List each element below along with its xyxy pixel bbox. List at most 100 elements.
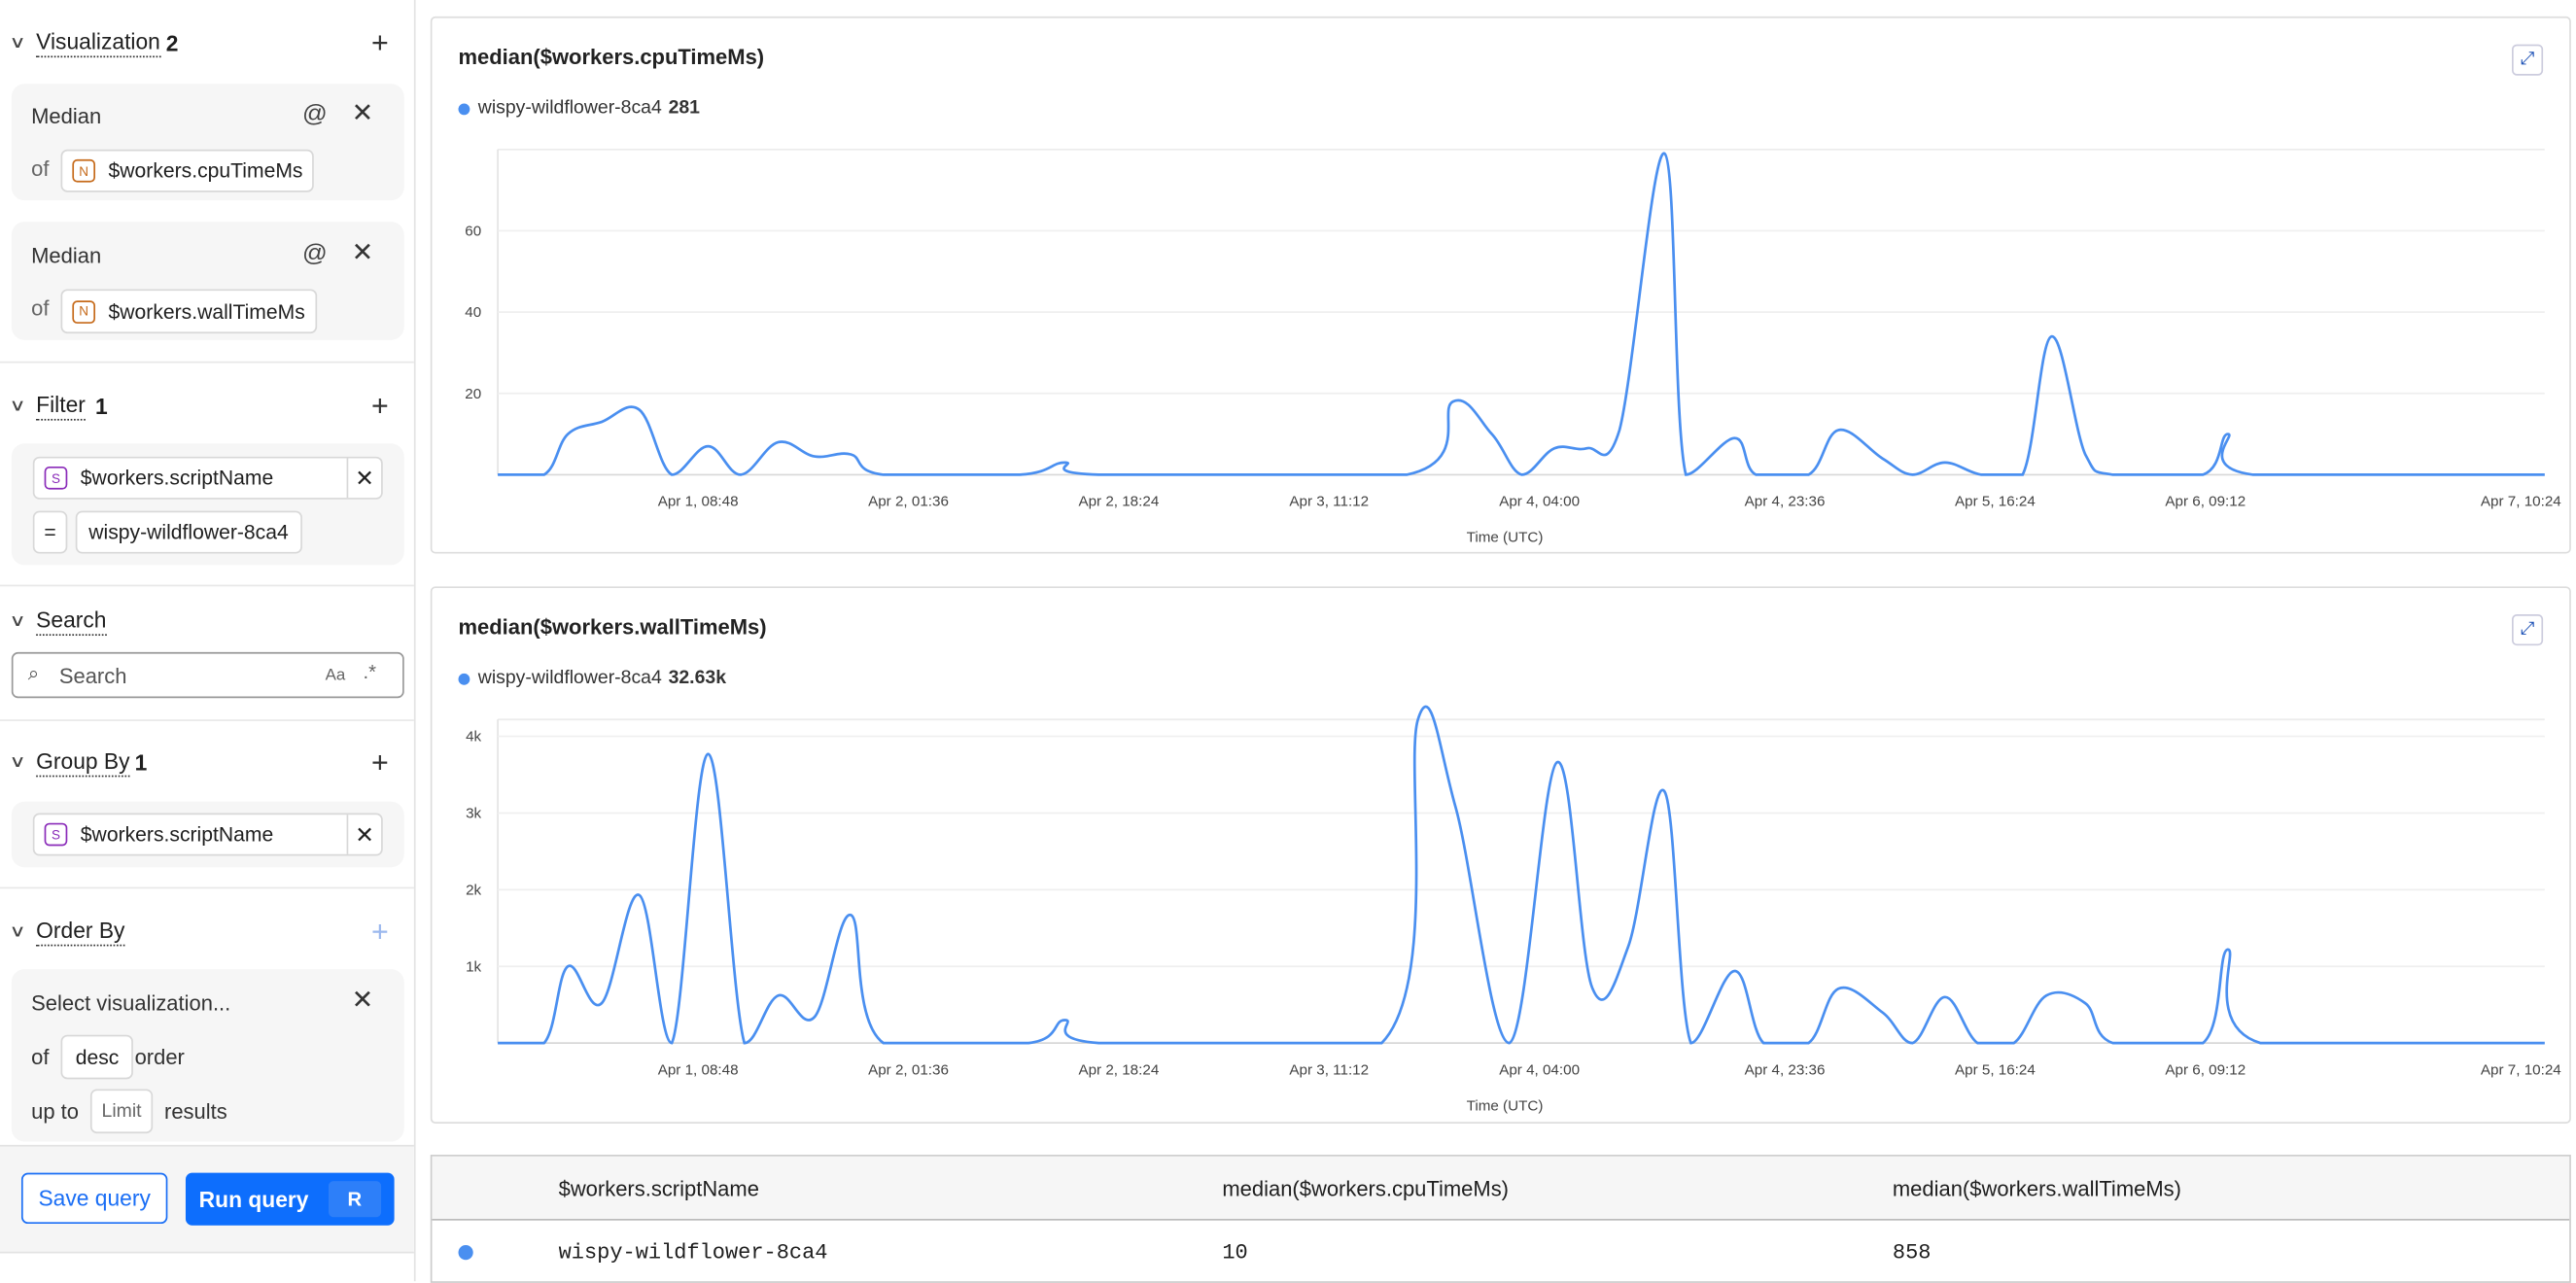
x-axis-label: Time (UTC) [1467, 530, 1544, 546]
add-order-by-button[interactable]: + [370, 915, 389, 949]
x-tick-label: Apr 6, 09:12 [2165, 494, 2245, 510]
up-to-label: up to [31, 1098, 79, 1124]
add-visualization-button[interactable]: + [370, 26, 389, 59]
x-axis-label: Time (UTC) [1467, 1097, 1544, 1114]
legend-total: 32.63k [668, 668, 727, 689]
aggregate-function[interactable]: Median [31, 243, 102, 268]
x-tick-label: Apr 5, 16:24 [1955, 1061, 2036, 1078]
order-label: order [134, 1044, 185, 1070]
section-title: Filter [36, 392, 86, 420]
remove-group-by-icon[interactable]: ✕ [346, 815, 381, 854]
alias-icon[interactable]: @ [301, 100, 328, 128]
script-name-cell: wispy-wildflower-8ca4 [558, 1239, 828, 1265]
section-title: Order By [36, 918, 125, 946]
filter-field-selector[interactable]: S $workers.scriptName ✕ [32, 456, 383, 500]
save-query-button[interactable]: Save query [20, 1172, 168, 1225]
operator-selector[interactable]: = [32, 510, 68, 554]
x-tick-label: Apr 1, 08:48 [658, 494, 739, 510]
field-selector[interactable]: N $workers.cpuTimeMs [60, 149, 315, 192]
field-name: $workers.scriptName [80, 822, 274, 847]
field-name: $workers.wallTimeMs [108, 299, 305, 324]
y-tick-label: 2k [466, 882, 481, 898]
wall-time-cell: 858 [1892, 1239, 1932, 1265]
divider [0, 886, 414, 889]
x-tick-label: Apr 6, 09:12 [2165, 1061, 2245, 1078]
remove-filter-icon[interactable]: ✕ [346, 458, 381, 499]
field-name: $workers.cpuTimeMs [108, 158, 303, 183]
cpu-time-chart-card: median($workers.cpuTimeMs) wispy-wildflo… [430, 16, 2571, 554]
add-filter-button[interactable]: + [370, 389, 389, 423]
search-section-header[interactable]: ∨ Search [0, 603, 414, 639]
chart-title: median($workers.cpuTimeMs) [458, 44, 765, 69]
column-header[interactable]: median($workers.cpuTimeMs) [1222, 1175, 1510, 1200]
wall-time-chart-card: median($workers.wallTimeMs) wispy-wildfl… [430, 586, 2571, 1124]
chevron-down-icon[interactable]: ∨ [9, 752, 26, 772]
divider [0, 361, 414, 364]
group-by-section-header[interactable]: ∨ Group By 1 + [0, 745, 414, 780]
limit-input[interactable]: Limit [89, 1089, 154, 1134]
chevron-down-icon[interactable]: ∨ [9, 33, 26, 52]
alias-icon[interactable]: @ [301, 239, 328, 268]
divider [0, 719, 414, 721]
filter-section-header[interactable]: ∨ Filter 1 + [0, 388, 414, 424]
x-tick-label: Apr 4, 23:36 [1745, 1061, 1826, 1078]
query-builder-sidebar: ∨ Visualization 2 + Median @ ✕ of N $wor… [0, 0, 416, 1282]
x-tick-label: Apr 7, 10:24 [2481, 494, 2561, 510]
group-by-field-selector[interactable]: S $workers.scriptName ✕ [32, 813, 383, 856]
legend-series-name: wispy-wildflower-8ca4 [477, 668, 662, 689]
visualization-section-header[interactable]: ∨ Visualization 2 + [0, 24, 414, 60]
column-header[interactable]: $workers.scriptName [558, 1175, 759, 1200]
cpu-time-cell: 10 [1222, 1239, 1248, 1265]
section-title: Search [36, 607, 107, 636]
order-by-section-header[interactable]: ∨ Order By + [0, 914, 414, 950]
search-icon: ⌕ [27, 662, 40, 685]
column-header[interactable]: median($workers.wallTimeMs) [1892, 1175, 2181, 1200]
visualization-card: Median @ ✕ of N $workers.wallTimeMs [11, 222, 404, 340]
of-label: of [31, 295, 50, 321]
add-group-by-button[interactable]: + [370, 746, 389, 780]
match-case-toggle[interactable]: Aa [325, 667, 346, 685]
chart-legend[interactable]: wispy-wildflower-8ca4 32.63k [458, 668, 727, 689]
expand-icon[interactable]: ⤢ [2512, 44, 2544, 76]
group-by-card: S $workers.scriptName ✕ [11, 801, 404, 868]
regex-toggle[interactable]: .* [363, 660, 377, 684]
field-name: $workers.scriptName [80, 466, 274, 490]
expand-icon[interactable]: ⤢ [2512, 614, 2544, 646]
chevron-down-icon[interactable]: ∨ [9, 611, 26, 631]
x-tick-label: Apr 4, 23:36 [1745, 494, 1826, 510]
number-type-icon: N [72, 158, 96, 183]
sidebar-footer: Save query Run query R [0, 1144, 414, 1254]
number-type-icon: N [72, 299, 96, 324]
x-tick-label: Apr 3, 11:12 [1289, 1061, 1369, 1078]
remove-icon[interactable]: ✕ [351, 239, 374, 268]
section-title: Group By [36, 748, 130, 777]
series-color-dot [458, 1221, 473, 1283]
visualization-select[interactable]: Select visualization... [31, 990, 231, 1016]
run-query-label: Run query [198, 1187, 309, 1212]
chevron-down-icon[interactable]: ∨ [9, 397, 26, 415]
results-label: results [164, 1098, 227, 1124]
remove-icon[interactable]: ✕ [351, 100, 374, 128]
run-query-button[interactable]: Run query R [185, 1172, 395, 1226]
section-count: 2 [165, 30, 179, 55]
x-tick-label: Apr 2, 01:36 [868, 494, 949, 510]
divider [0, 584, 414, 587]
chart-title: median($workers.wallTimeMs) [458, 614, 767, 640]
chevron-down-icon[interactable]: ∨ [9, 921, 26, 941]
remove-icon[interactable]: ✕ [351, 987, 374, 1016]
field-selector[interactable]: N $workers.wallTimeMs [60, 289, 317, 334]
order-direction-select[interactable]: desc [60, 1034, 134, 1080]
x-tick-label: Apr 7, 10:24 [2481, 1061, 2561, 1078]
filter-value-input[interactable]: wispy-wildflower-8ca4 [75, 510, 302, 554]
table-row[interactable]: wispy-wildflower-8ca4 10 858 [432, 1221, 2569, 1283]
aggregate-function[interactable]: Median [31, 103, 102, 128]
series-line [498, 705, 2545, 1045]
y-tick-label: 40 [465, 304, 481, 321]
legend-total: 281 [668, 98, 700, 119]
y-tick-label: 4k [466, 729, 481, 746]
search-input[interactable]: ⌕ Search Aa .* [11, 651, 404, 699]
of-label: of [31, 1044, 50, 1070]
results-table: $workers.scriptName median($workers.cpuT… [430, 1155, 2571, 1283]
chart-legend[interactable]: wispy-wildflower-8ca4 281 [458, 98, 700, 119]
filter-card: S $workers.scriptName ✕ = wispy-wildflow… [11, 443, 404, 566]
